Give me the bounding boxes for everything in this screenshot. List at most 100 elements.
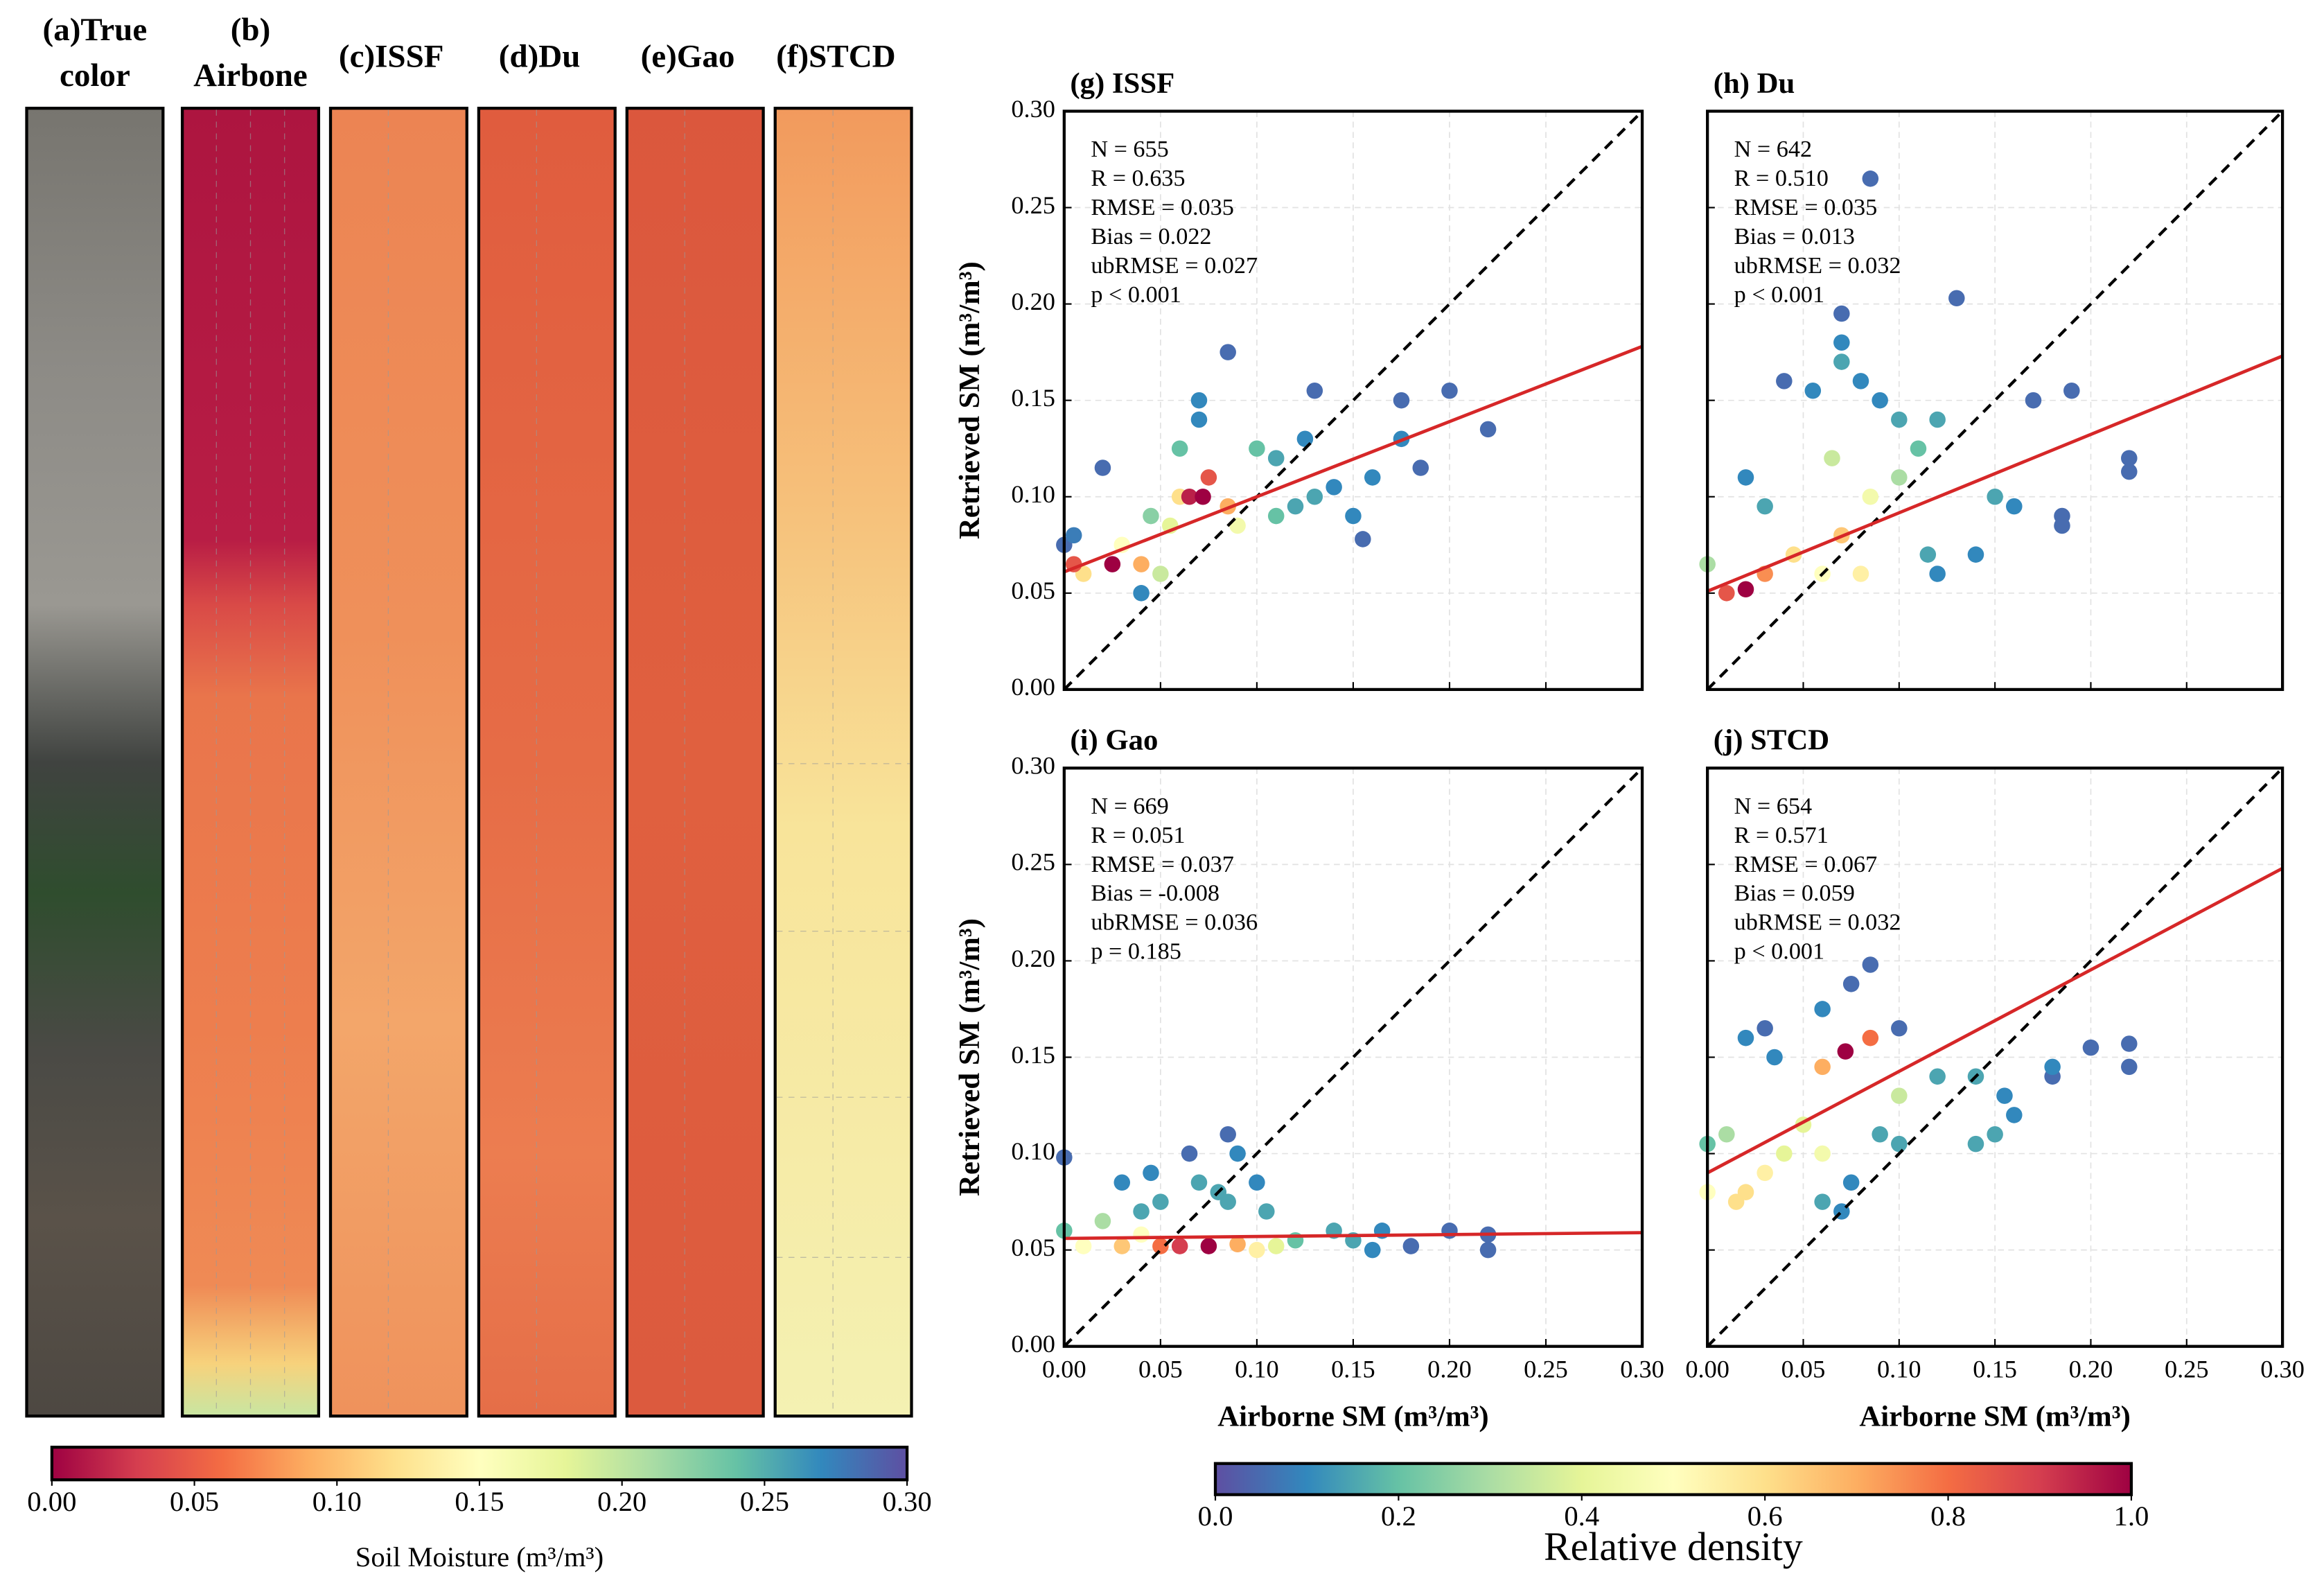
colorbar-tick-label: 0.15 (455, 1486, 504, 1517)
y-tick-label: 0.00 (1011, 673, 1055, 701)
stat-text: N = 654 (1734, 794, 1812, 819)
stat-text: p < 0.001 (1734, 939, 1825, 965)
point (1393, 392, 1410, 409)
x-tick-label: 0.25 (1524, 1355, 1568, 1383)
y-tick-label: 0.05 (1011, 577, 1055, 604)
point (1814, 1145, 1831, 1162)
y-tick-label: 0.20 (1011, 945, 1055, 972)
point (1195, 488, 1211, 505)
point (1996, 1087, 2013, 1104)
map-stcd (773, 107, 913, 1418)
colorbar-tick-label: 1.0 (2114, 1500, 2149, 1532)
point (2054, 517, 2070, 534)
x-axis-label: Airborne SM (m³/m³) (1859, 1400, 2130, 1433)
point (1152, 1238, 1169, 1254)
point (1258, 1203, 1275, 1220)
map-title: (c)ISSF (339, 38, 444, 74)
point (1757, 498, 1773, 515)
point (1776, 373, 1793, 389)
point (1814, 1001, 1831, 1017)
y-tick-label: 0.15 (1011, 1041, 1055, 1069)
y-tick-label: 0.25 (1011, 848, 1055, 876)
point (1171, 1238, 1188, 1254)
x-tick-label: 0.20 (1427, 1355, 1472, 1383)
stat-text: N = 642 (1734, 137, 1812, 162)
y-tick-label: 0.00 (1011, 1330, 1055, 1358)
x-tick-label: 0.05 (1138, 1355, 1183, 1383)
point (2121, 1035, 2138, 1052)
stat-text: RMSE = 0.035 (1091, 195, 1234, 220)
point (1842, 1174, 1860, 1191)
map-issf (328, 107, 468, 1418)
stat-text: R = 0.510 (1734, 166, 1829, 191)
point (1200, 1238, 1217, 1254)
map-title: (b) (231, 12, 270, 48)
one-to-one-line (1063, 110, 1644, 691)
point (1412, 459, 1429, 476)
one-to-one-line (1706, 767, 2284, 1348)
map-title: color (60, 58, 130, 94)
point (1824, 450, 1840, 466)
fit-line (1707, 354, 2283, 593)
point (1133, 585, 1150, 602)
stat-text: R = 0.635 (1091, 166, 1185, 191)
point (1306, 488, 1323, 505)
point (1737, 1184, 1754, 1200)
point (1891, 411, 1908, 428)
point (2121, 1058, 2138, 1076)
x-tick-label: 0.15 (1331, 1355, 1375, 1383)
point (1113, 1238, 1131, 1254)
point (1267, 450, 1285, 466)
stat-text: p < 0.001 (1734, 282, 1825, 308)
y-tick-label: 0.25 (1011, 191, 1055, 219)
map-title: (f)STCD (776, 38, 895, 74)
point (1364, 469, 1381, 486)
point (1249, 440, 1265, 457)
point (1200, 469, 1217, 486)
point (1267, 1238, 1285, 1254)
point (1094, 459, 1111, 476)
point (1441, 1223, 1458, 1239)
point (1355, 531, 1371, 548)
point (1220, 1126, 1236, 1143)
colorbar-tick-label: 0.6 (1748, 1500, 1783, 1532)
point (1220, 344, 1236, 360)
colorbar-tick-label: 0.25 (740, 1486, 789, 1517)
stat-text: ubRMSE = 0.032 (1734, 253, 1901, 279)
point (1766, 1049, 1783, 1066)
stat-text: Bias = 0.022 (1091, 224, 1211, 249)
point (2044, 1058, 2061, 1076)
point (1919, 546, 1937, 563)
x-tick-label: 0.30 (1620, 1355, 1664, 1383)
point (1306, 383, 1323, 399)
point (2082, 1039, 2099, 1056)
colorbar-tick-label: 0.8 (1930, 1500, 1966, 1532)
x-axis-label: Airborne SM (m³/m³) (1217, 1400, 1488, 1433)
point (1814, 1058, 1831, 1076)
point (1967, 546, 1984, 563)
point (1133, 1226, 1150, 1243)
point (1113, 1174, 1131, 1191)
y-axis-label: Retrieved SM (m³/m³) (953, 261, 986, 539)
point (1133, 1203, 1150, 1220)
point (2006, 498, 2023, 515)
panel-title: (g) ISSF (1070, 67, 1174, 100)
point (1479, 421, 1497, 438)
point (1804, 383, 1822, 399)
point (1833, 353, 1850, 370)
stat-text: Bias = 0.059 (1734, 881, 1855, 907)
stat-text: R = 0.051 (1091, 823, 1185, 848)
point (1094, 1213, 1111, 1229)
x-tick-label: 0.20 (2069, 1355, 2113, 1383)
stat-text: RMSE = 0.037 (1091, 852, 1234, 877)
point (1737, 469, 1754, 486)
point (1229, 1236, 1246, 1253)
fit-line (1064, 1231, 1643, 1241)
point (1065, 527, 1082, 544)
point (1842, 976, 1860, 992)
map-gao (625, 107, 765, 1418)
stat-text: ubRMSE = 0.027 (1091, 253, 1258, 279)
y-tick-label: 0.20 (1011, 288, 1055, 315)
point (1143, 1164, 1159, 1182)
